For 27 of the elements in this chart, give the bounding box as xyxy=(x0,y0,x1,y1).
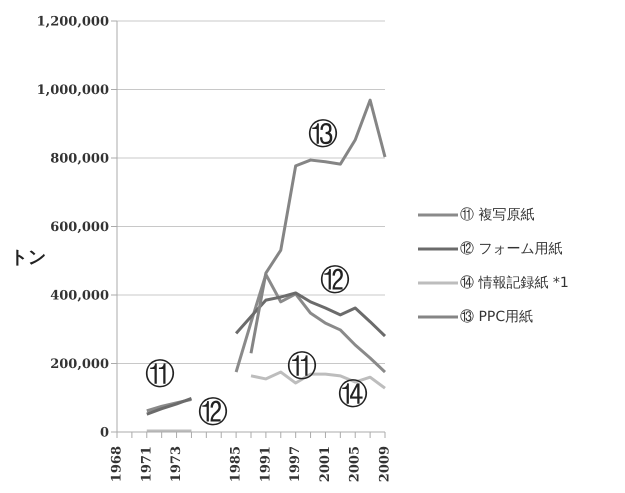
annotation: ⑫ xyxy=(320,263,350,298)
y-tick-label: 400,000 xyxy=(50,288,109,304)
y-tick-label: 0 xyxy=(100,426,109,441)
x-tick-label: 1973 xyxy=(169,446,184,482)
x-tick-label: 1968 xyxy=(110,446,124,482)
annotation: ⑬ xyxy=(308,117,338,152)
annotation: ⑭ xyxy=(338,377,368,412)
x-tick-label: 1985 xyxy=(228,446,244,482)
legend-label: ⑬ PPC用紙 xyxy=(460,308,534,326)
x-tick-label: 1971 xyxy=(139,446,154,482)
annotation: ⑪ xyxy=(145,357,175,392)
y-tick-label: 200,000 xyxy=(50,357,109,372)
x-tick-label: 1991 xyxy=(258,446,274,482)
y-tick-label: 1,200,000 xyxy=(36,14,109,30)
legend-label: ⑫ フォーム用紙 xyxy=(460,240,562,258)
y-tick-label: 1,000,000 xyxy=(36,83,109,98)
x-tick-label: 1997 xyxy=(288,446,304,482)
y-tick-label: 600,000 xyxy=(50,220,109,236)
y-tick-label: 800,000 xyxy=(50,152,109,167)
legend-label: ⑭ 情報記録紙 *1 xyxy=(460,274,569,292)
annotation: ⑪ xyxy=(287,349,317,384)
x-tick-label: 2005 xyxy=(348,446,363,482)
x-tick-label: 2009 xyxy=(378,446,392,482)
x-tick-label: 2001 xyxy=(318,446,333,482)
y-axis-title: トン xyxy=(10,246,46,269)
legend-label: ⑪ 複写原紙 xyxy=(460,206,534,224)
annotation: ⑫ xyxy=(198,395,228,430)
